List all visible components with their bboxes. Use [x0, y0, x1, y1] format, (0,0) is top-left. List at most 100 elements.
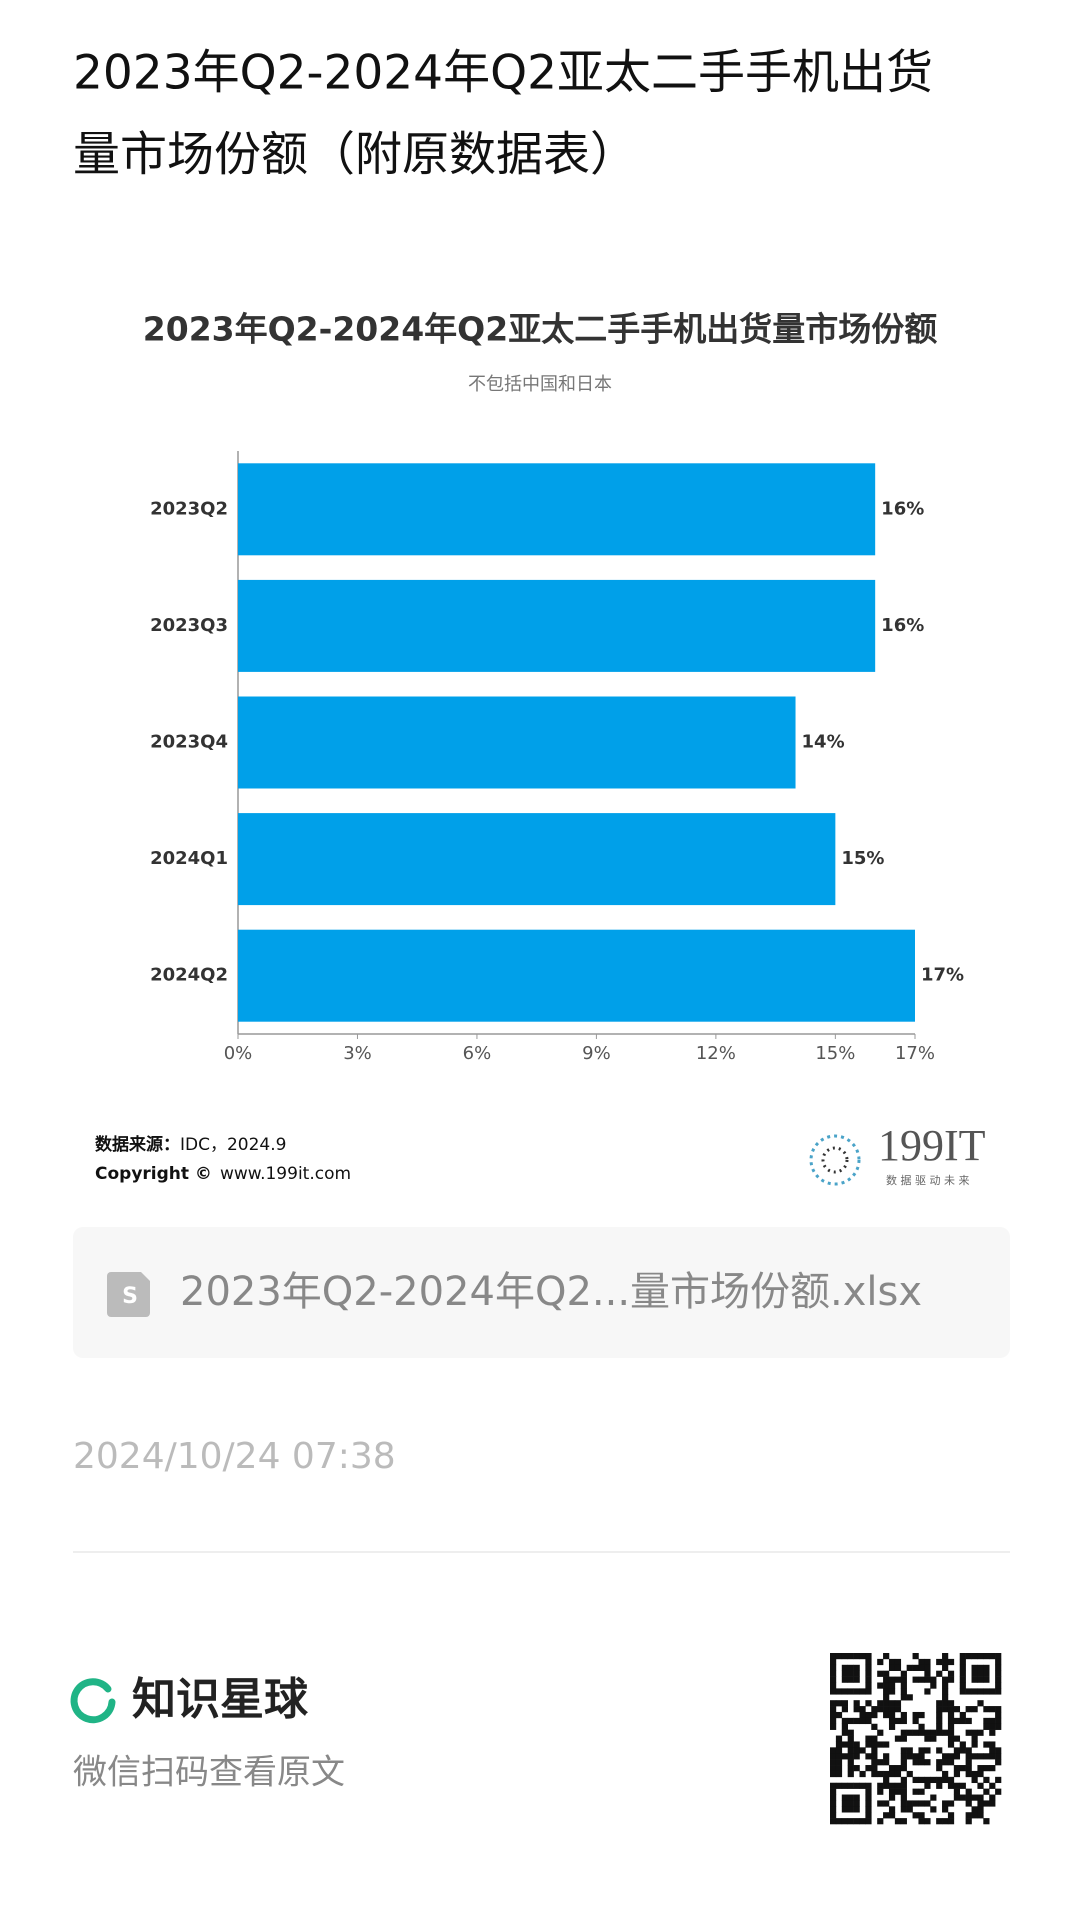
qr-module	[877, 1759, 884, 1766]
qr-module	[959, 1747, 966, 1754]
qr-module	[930, 1735, 937, 1742]
bar	[238, 463, 876, 556]
qr-module	[936, 1700, 943, 1707]
copyright-text: Copyright © www.199it.com	[95, 1164, 351, 1184]
qr-module	[936, 1711, 943, 1719]
qr-module	[830, 1706, 837, 1713]
qr-module	[877, 1770, 884, 1778]
qr-module	[841, 1794, 848, 1801]
qr-module	[835, 1753, 843, 1760]
qr-module	[859, 1711, 866, 1719]
qr-module	[924, 1658, 931, 1666]
attachment[interactable]: S 2023年Q2-2024年Q2...量市场份额.xlsx	[73, 1227, 1010, 1358]
qr-module	[912, 1812, 919, 1819]
qr-module	[995, 1676, 1002, 1683]
qr-module	[942, 1688, 949, 1695]
qr-module	[900, 1747, 907, 1754]
qr-module	[830, 1747, 837, 1754]
qr-module	[883, 1753, 890, 1760]
qr-module	[894, 1788, 902, 1795]
qr-module	[959, 1670, 966, 1677]
qr-module	[936, 1782, 943, 1789]
qr-module	[995, 1682, 1002, 1689]
qr-module	[936, 1717, 943, 1725]
qr-module	[900, 1806, 907, 1813]
qr-module	[977, 1664, 984, 1671]
qr-module	[989, 1765, 996, 1772]
qr-module	[965, 1653, 972, 1660]
qr-module	[989, 1653, 996, 1660]
qr-module	[847, 1741, 854, 1748]
qr-module	[900, 1729, 907, 1736]
qr-module	[841, 1700, 848, 1707]
qr-module	[865, 1658, 872, 1666]
chart-subtitle: 不包括中国和日本	[468, 374, 612, 395]
qr-module	[883, 1741, 890, 1748]
qr-module	[900, 1759, 907, 1766]
qr-module	[865, 1682, 872, 1689]
qr-module	[912, 1729, 919, 1736]
qr-module	[995, 1670, 1002, 1677]
bar	[238, 579, 876, 672]
qr-module	[841, 1741, 848, 1748]
qr-module	[918, 1729, 925, 1736]
qr-module	[883, 1782, 890, 1789]
qr-module	[853, 1717, 860, 1725]
qr-module	[888, 1765, 896, 1772]
qr-module	[888, 1658, 896, 1666]
qr-module	[942, 1706, 949, 1713]
qr-module	[853, 1653, 860, 1660]
qr-module	[841, 1806, 848, 1813]
qr-module	[883, 1688, 890, 1695]
qr-module	[965, 1729, 972, 1736]
qr-module	[865, 1688, 872, 1695]
qr-module	[835, 1700, 843, 1707]
qr-module	[853, 1747, 860, 1754]
qr-module	[912, 1711, 919, 1719]
qr-module	[900, 1670, 907, 1677]
attachment-box[interactable]	[73, 1227, 1010, 1358]
qr-module	[877, 1818, 884, 1825]
qr-module	[983, 1670, 990, 1677]
qr-module	[865, 1676, 872, 1683]
y-tick-label: 2023Q4	[150, 732, 228, 753]
qr-module	[953, 1794, 961, 1801]
qr-module	[894, 1700, 902, 1707]
qr-code[interactable]	[830, 1653, 1002, 1825]
qr-module	[865, 1717, 872, 1725]
qr-module	[924, 1759, 931, 1766]
qr-module	[859, 1747, 866, 1754]
qr-module	[894, 1770, 902, 1778]
logo-slogan: 数 据 驱 动 未 来	[886, 1173, 969, 1187]
qr-module	[995, 1711, 1002, 1719]
qr-module	[965, 1794, 972, 1801]
qr-module	[977, 1753, 984, 1760]
attachment-filename[interactable]: 2023年Q2-2024年Q2...量市场份额.xlsx	[180, 1269, 922, 1315]
qr-module	[942, 1694, 949, 1701]
qr-module	[841, 1670, 848, 1677]
chart-title: 2023年Q2-2024年Q2亚太二手手机出货量市场份额	[143, 310, 937, 349]
qr-module	[853, 1670, 860, 1677]
qr-module	[830, 1753, 837, 1760]
qr-module	[947, 1753, 955, 1760]
qr-module	[971, 1664, 978, 1671]
qr-module	[847, 1688, 854, 1695]
qr-module	[953, 1765, 961, 1772]
qr-module	[865, 1753, 872, 1760]
date: 2024/10/24 07:38	[73, 1436, 396, 1477]
qr-module	[942, 1729, 949, 1736]
qr-module	[883, 1682, 890, 1689]
qr-module	[877, 1729, 884, 1736]
qr-module	[841, 1818, 848, 1825]
qr-module	[865, 1788, 872, 1795]
qr-module	[936, 1776, 943, 1784]
qr-module	[983, 1688, 990, 1695]
qr-module	[871, 1765, 878, 1772]
qr-module	[859, 1688, 866, 1695]
qr-module	[830, 1711, 837, 1719]
qr-module	[871, 1741, 878, 1748]
qr-module	[888, 1706, 896, 1713]
qr-module	[930, 1806, 937, 1813]
copyright: Copyright ©	[95, 1164, 212, 1184]
bar-label: 17%	[921, 965, 964, 986]
